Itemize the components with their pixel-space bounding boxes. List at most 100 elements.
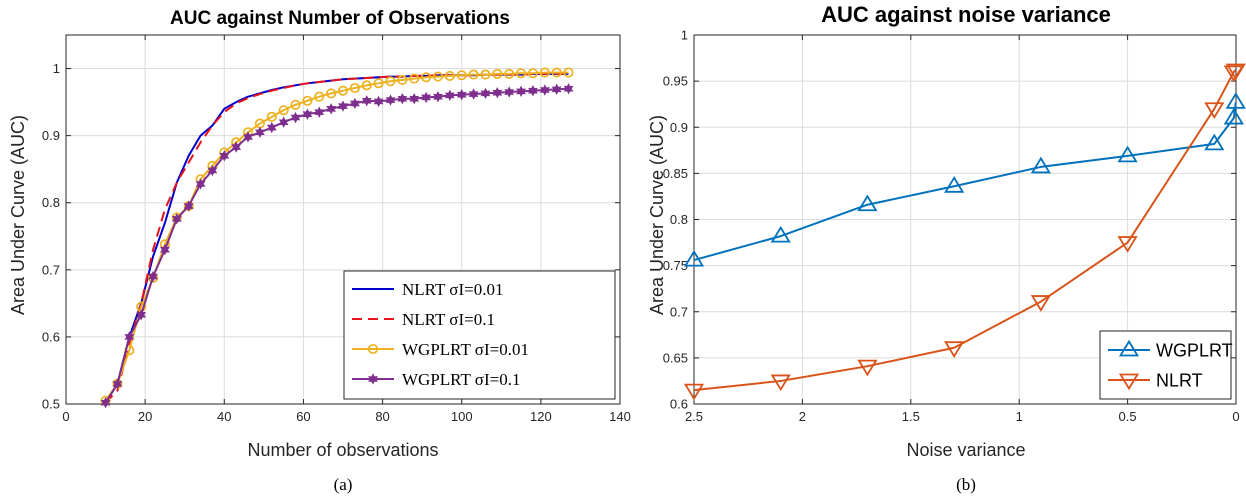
chart-a-plot: 0 20 40 60 80 100 120 140 0.5 0.6 0.7 0.8 0.9 1 NLRT σ… — [42, 34, 631, 424]
chart-a-data-point — [290, 111, 301, 124]
chart-a-legend-label: NLRT σI=0.01 — [402, 280, 503, 299]
chart-a-data-point — [326, 88, 337, 99]
chart-b-data-point — [683, 383, 705, 401]
chart-b-legend-label: WGPLRT — [1156, 341, 1233, 361]
chart-b-legend-box — [1099, 330, 1232, 400]
chart-a-data-point — [231, 141, 242, 153]
chart-b-data-point — [1030, 295, 1051, 312]
chart-b-xtick-label: 0.5 — [1119, 409, 1137, 424]
chart-a-data-point — [349, 97, 360, 110]
chart-a-legend-entry: WGPLRT σI=0.1 — [352, 370, 520, 389]
chart-a-data-point — [397, 93, 408, 105]
chart-a-data-point — [480, 69, 491, 80]
chart-a-legend-label: NLRT σI=0.1 — [402, 310, 495, 329]
chart-a-xtick-label: 100 — [451, 409, 473, 424]
chart-a-ytick-label: 0.5 — [42, 397, 60, 412]
chart-b-ytick-label: 0.65 — [663, 350, 688, 365]
chart-a-data-point — [207, 164, 218, 177]
chart-a-data-point — [563, 82, 574, 95]
chart-b-data-point — [1225, 63, 1246, 81]
chart-b-ytick-label: 0.75 — [663, 258, 688, 273]
chart-a-ticks: 0 20 40 60 80 100 120 140 0.5 0.6 0.7 0.8 0.9 1 — [42, 35, 631, 424]
chart-a-ytick-label: 1 — [53, 61, 60, 76]
chart-b-xtick-label: 2.5 — [685, 409, 703, 424]
chart-a-data-point — [183, 200, 194, 212]
chart-a-xtick-label: 60 — [296, 409, 310, 424]
chart-b-data-point — [857, 194, 878, 212]
chart-b-data-point — [1204, 133, 1225, 151]
chart-a-data-point — [421, 72, 432, 83]
chart-a-data-point — [148, 270, 158, 283]
chart-b-legend: WGPLRT NLRT — [1099, 330, 1233, 400]
chart-a-data-point — [516, 85, 526, 98]
chart-a-data-point — [290, 99, 301, 110]
chart-b-data-point — [770, 374, 791, 392]
chart-a-ytick-label: 0.9 — [42, 128, 60, 143]
chart-a-legend-label: WGPLRT σI=0.01 — [402, 340, 529, 359]
chart-a-xlabel: Number of observations — [247, 440, 438, 460]
chart-b-ylabel: Area Under Curve (AUC) — [647, 115, 667, 315]
chart-a-data-point — [516, 68, 527, 79]
chart-a-data-point — [337, 85, 349, 96]
chart-a-data-point — [278, 116, 289, 128]
chart-a-caption: (a) — [334, 475, 353, 494]
chart-a-data-point — [551, 83, 562, 96]
chart-a-xtick-label: 20 — [138, 409, 152, 424]
chart-b-legend-marker — [1118, 339, 1140, 357]
chart-b-series — [683, 63, 1246, 401]
chart-b-ticks: 2.5 2 1.5 1 0.5 0 0.6 0.65 0.7 0.75 0.8 0.85 0.9 0.95… — [663, 28, 1240, 425]
chart-a-data-point — [302, 108, 313, 120]
chart-a-data-point — [433, 91, 443, 103]
chart-a-data-point — [361, 95, 372, 107]
chart-a-data-point — [527, 68, 538, 79]
chart-b-data-point — [770, 225, 791, 243]
chart-b-xlabel: Noise variance — [906, 440, 1025, 460]
chart-a-xtick-label: 140 — [609, 409, 631, 424]
chart-a-data-point — [504, 86, 515, 98]
chart-a-data-point — [468, 88, 479, 100]
chart-b-xtick-label: 2 — [799, 409, 806, 424]
chart-a-data-point — [112, 378, 123, 390]
chart-a-data-point — [314, 91, 325, 102]
chart-b-data-point — [1030, 156, 1051, 174]
chart-b-legend-entry: NLRT — [1108, 371, 1203, 391]
chart-a-title: AUC against Number of Observations — [170, 8, 510, 29]
chart-b-ytick-label: 0.8 — [670, 212, 688, 227]
chart-a-data-point — [326, 103, 337, 115]
chart-a-data-point — [243, 131, 253, 143]
chart-a-data-point — [160, 244, 170, 256]
chart-a-legend: NLRT σI=0.01 NLRT σI=0.1 WGPLRT σI=0.01 WGP… — [343, 270, 616, 400]
chart-b-series-line — [693, 102, 1237, 262]
chart-a-data-point — [302, 95, 313, 106]
chart-b-data-point — [857, 359, 878, 377]
chart-a-data-point — [528, 85, 538, 97]
chart-b-data-point — [1117, 236, 1138, 253]
chart-a-data-point — [480, 87, 491, 100]
chart-a-data-point — [266, 111, 277, 122]
chart-a-data-point — [278, 105, 289, 116]
chart-a-ytick-label: 0.8 — [42, 195, 60, 210]
chart-a-data-point — [409, 73, 420, 84]
chart-b-ytick-label: 0.6 — [670, 397, 688, 412]
chart-a-legend-box — [343, 270, 616, 400]
chart-b-xtick-label: 1.5 — [902, 409, 920, 424]
chart-b-data-point — [1117, 145, 1138, 163]
chart-b-ytick-label: 0.95 — [663, 74, 688, 89]
chart-a-legend-marker — [367, 343, 379, 355]
chart-b-data-point — [944, 176, 965, 193]
chart-a-series — [100, 82, 574, 409]
chart-a-data-point — [219, 150, 230, 162]
chart-a-data-point — [539, 84, 550, 96]
chart-a-series-line — [104, 87, 569, 404]
chart-a-data-point — [266, 121, 277, 134]
chart-b-ytick-label: 0.7 — [670, 304, 688, 319]
panel-b: 2.5 2 1.5 1 0.5 0 0.6 0.65 0.7 0.75 0.8 0.85 0.9 0.95… — [647, 2, 1246, 494]
chart-a-data-point — [409, 93, 420, 105]
chart-a-data-point — [361, 80, 372, 91]
chart-a-data-point — [349, 82, 360, 94]
chart-a-data-point — [338, 100, 348, 112]
chart-a-data-point — [373, 78, 384, 89]
chart-a-data-point — [124, 331, 135, 343]
chart-b-data-point — [944, 341, 965, 358]
chart-a-xtick-label: 120 — [530, 409, 552, 424]
